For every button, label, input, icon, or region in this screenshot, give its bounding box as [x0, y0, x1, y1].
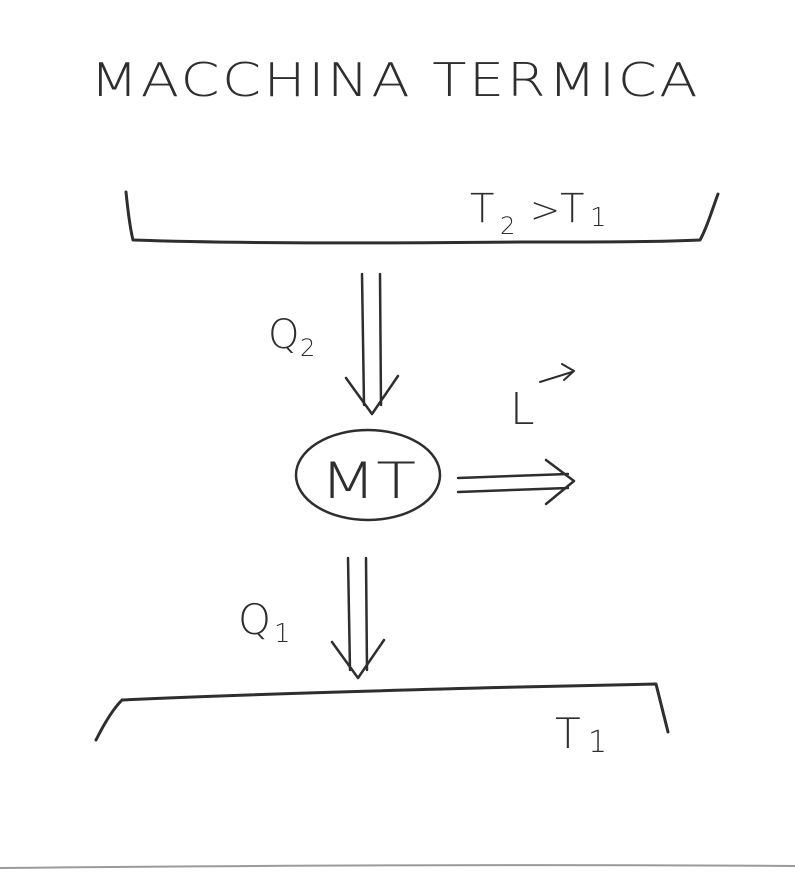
svg-text:T: T	[555, 709, 581, 758]
svg-text:1: 1	[590, 203, 607, 233]
cold-reservoir-outline	[94, 682, 670, 742]
cold-reservoir-label: T 1	[555, 709, 607, 760]
svg-text:Q: Q	[268, 312, 299, 358]
engine-label: MT	[320, 452, 416, 510]
work-label: L	[510, 363, 575, 435]
heat-in-arrow	[344, 272, 400, 416]
svg-text:2: 2	[300, 334, 315, 362]
work-arrow	[456, 458, 576, 506]
hot-reservoir-outline	[124, 190, 720, 245]
svg-text:2: 2	[500, 212, 515, 240]
svg-text:L: L	[510, 384, 535, 435]
engine-ellipse	[294, 428, 442, 522]
svg-text:>: >	[530, 190, 560, 231]
vector-arrow-icon	[539, 363, 575, 383]
svg-text:T: T	[470, 186, 494, 232]
svg-text:T: T	[560, 186, 584, 232]
heat-out-label: Q 1	[238, 595, 291, 649]
heat-out-arrow	[330, 556, 386, 680]
paper-edge	[0, 864, 795, 869]
svg-text:1: 1	[588, 725, 607, 760]
svg-text:Q: Q	[238, 595, 271, 644]
hot-reservoir-label: T 2 > T 1	[470, 186, 607, 240]
heat-in-label: Q 2	[268, 312, 315, 362]
svg-text:1: 1	[274, 619, 291, 649]
title: MACCHINA TERMICA	[90, 53, 700, 107]
